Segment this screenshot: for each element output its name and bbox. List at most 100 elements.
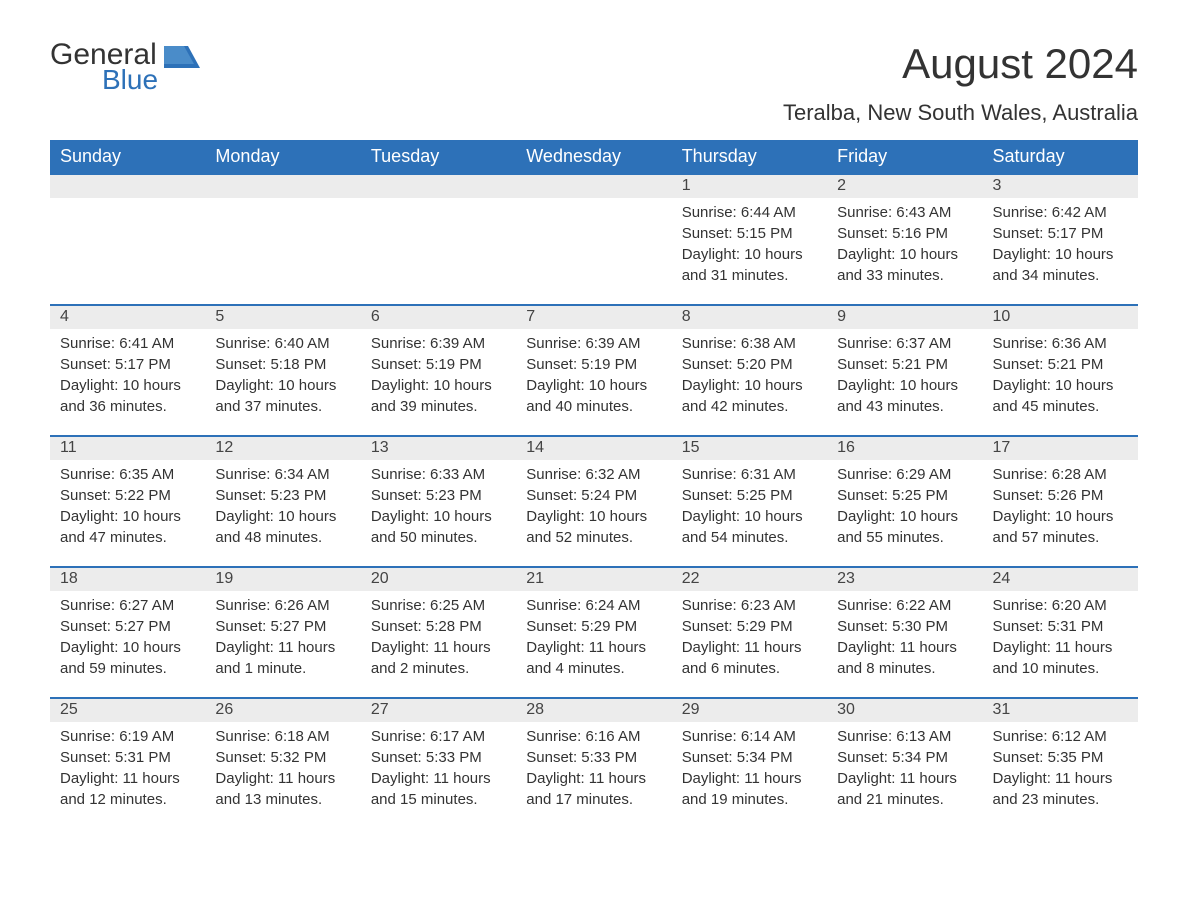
location-subtitle: Teralba, New South Wales, Australia: [50, 100, 1138, 126]
day-number-cell: 12: [205, 436, 360, 460]
daylight2-text: and 13 minutes.: [215, 789, 350, 810]
day-detail-cell: Sunrise: 6:29 AMSunset: 5:25 PMDaylight:…: [827, 460, 982, 567]
sunset-text: Sunset: 5:17 PM: [993, 223, 1128, 244]
day-number-cell: [516, 174, 671, 198]
logo-blue-text: Blue: [102, 66, 158, 94]
sunrise-text: Sunrise: 6:37 AM: [837, 333, 972, 354]
day-detail-cell: Sunrise: 6:25 AMSunset: 5:28 PMDaylight:…: [361, 591, 516, 698]
sunrise-text: Sunrise: 6:28 AM: [993, 464, 1128, 485]
daylight2-text: and 21 minutes.: [837, 789, 972, 810]
daylight1-text: Daylight: 10 hours: [60, 375, 195, 396]
daylight1-text: Daylight: 10 hours: [837, 506, 972, 527]
day-detail-cell: Sunrise: 6:13 AMSunset: 5:34 PMDaylight:…: [827, 722, 982, 828]
sunrise-text: Sunrise: 6:19 AM: [60, 726, 195, 747]
sunset-text: Sunset: 5:32 PM: [215, 747, 350, 768]
daylight2-text: and 54 minutes.: [682, 527, 817, 548]
day-detail-cell: [361, 198, 516, 305]
day-number-cell: 8: [672, 305, 827, 329]
logo-text: General Blue: [50, 40, 158, 94]
day-number-cell: 25: [50, 698, 205, 722]
daylight1-text: Daylight: 11 hours: [682, 637, 817, 658]
sunset-text: Sunset: 5:20 PM: [682, 354, 817, 375]
day-number-cell: 23: [827, 567, 982, 591]
day-number-cell: 10: [983, 305, 1138, 329]
daylight2-text: and 6 minutes.: [682, 658, 817, 679]
daylight1-text: Daylight: 11 hours: [993, 637, 1128, 658]
day-number-cell: 14: [516, 436, 671, 460]
day-detail-cell: Sunrise: 6:34 AMSunset: 5:23 PMDaylight:…: [205, 460, 360, 567]
sunset-text: Sunset: 5:27 PM: [60, 616, 195, 637]
day-detail-cell: Sunrise: 6:17 AMSunset: 5:33 PMDaylight:…: [361, 722, 516, 828]
daylight1-text: Daylight: 11 hours: [837, 637, 972, 658]
day-number-cell: 28: [516, 698, 671, 722]
day-detail-cell: Sunrise: 6:27 AMSunset: 5:27 PMDaylight:…: [50, 591, 205, 698]
daylight2-text: and 12 minutes.: [60, 789, 195, 810]
daylight1-text: Daylight: 10 hours: [837, 244, 972, 265]
daylight2-text: and 8 minutes.: [837, 658, 972, 679]
day-detail-cell: Sunrise: 6:40 AMSunset: 5:18 PMDaylight:…: [205, 329, 360, 436]
weekday-header: Tuesday: [361, 140, 516, 174]
day-detail-cell: Sunrise: 6:42 AMSunset: 5:17 PMDaylight:…: [983, 198, 1138, 305]
day-number-cell: 5: [205, 305, 360, 329]
day-detail-cell: Sunrise: 6:43 AMSunset: 5:16 PMDaylight:…: [827, 198, 982, 305]
sunrise-text: Sunrise: 6:44 AM: [682, 202, 817, 223]
detail-row: Sunrise: 6:44 AMSunset: 5:15 PMDaylight:…: [50, 198, 1138, 305]
weekday-header: Thursday: [672, 140, 827, 174]
day-number-cell: [50, 174, 205, 198]
sunrise-text: Sunrise: 6:27 AM: [60, 595, 195, 616]
day-detail-cell: Sunrise: 6:33 AMSunset: 5:23 PMDaylight:…: [361, 460, 516, 567]
sunrise-text: Sunrise: 6:22 AM: [837, 595, 972, 616]
sunset-text: Sunset: 5:28 PM: [371, 616, 506, 637]
sunset-text: Sunset: 5:31 PM: [60, 747, 195, 768]
day-detail-cell: Sunrise: 6:32 AMSunset: 5:24 PMDaylight:…: [516, 460, 671, 567]
daylight1-text: Daylight: 10 hours: [993, 244, 1128, 265]
sunset-text: Sunset: 5:17 PM: [60, 354, 195, 375]
daylight1-text: Daylight: 11 hours: [993, 768, 1128, 789]
sunset-text: Sunset: 5:23 PM: [371, 485, 506, 506]
sunrise-text: Sunrise: 6:36 AM: [993, 333, 1128, 354]
sunset-text: Sunset: 5:34 PM: [837, 747, 972, 768]
day-detail-cell: Sunrise: 6:26 AMSunset: 5:27 PMDaylight:…: [205, 591, 360, 698]
sunset-text: Sunset: 5:23 PM: [215, 485, 350, 506]
calendar-body: 123Sunrise: 6:44 AMSunset: 5:15 PMDaylig…: [50, 174, 1138, 828]
day-number-cell: 24: [983, 567, 1138, 591]
sunset-text: Sunset: 5:26 PM: [993, 485, 1128, 506]
daylight1-text: Daylight: 11 hours: [526, 637, 661, 658]
daylight2-text: and 37 minutes.: [215, 396, 350, 417]
day-number-cell: 7: [516, 305, 671, 329]
day-detail-cell: [50, 198, 205, 305]
day-detail-cell: [516, 198, 671, 305]
daylight1-text: Daylight: 10 hours: [526, 375, 661, 396]
day-number-cell: 27: [361, 698, 516, 722]
daylight1-text: Daylight: 10 hours: [371, 506, 506, 527]
day-detail-cell: Sunrise: 6:20 AMSunset: 5:31 PMDaylight:…: [983, 591, 1138, 698]
daynum-row: 18192021222324: [50, 567, 1138, 591]
day-number-cell: 1: [672, 174, 827, 198]
daylight2-text: and 43 minutes.: [837, 396, 972, 417]
day-detail-cell: Sunrise: 6:28 AMSunset: 5:26 PMDaylight:…: [983, 460, 1138, 567]
day-number-cell: 22: [672, 567, 827, 591]
day-detail-cell: Sunrise: 6:41 AMSunset: 5:17 PMDaylight:…: [50, 329, 205, 436]
sunset-text: Sunset: 5:33 PM: [526, 747, 661, 768]
daylight1-text: Daylight: 10 hours: [215, 506, 350, 527]
sunrise-text: Sunrise: 6:17 AM: [371, 726, 506, 747]
day-detail-cell: Sunrise: 6:38 AMSunset: 5:20 PMDaylight:…: [672, 329, 827, 436]
daynum-row: 123: [50, 174, 1138, 198]
day-number-cell: 21: [516, 567, 671, 591]
logo: General Blue: [50, 40, 200, 94]
detail-row: Sunrise: 6:19 AMSunset: 5:31 PM Daylight:…: [50, 722, 1138, 828]
sunset-text: Sunset: 5:25 PM: [682, 485, 817, 506]
header: General Blue August 2024: [50, 40, 1138, 94]
daylight2-text: and 47 minutes.: [60, 527, 195, 548]
sunset-text: Sunset: 5:34 PM: [682, 747, 817, 768]
day-number-cell: 26: [205, 698, 360, 722]
daylight2-text: and 50 minutes.: [371, 527, 506, 548]
day-number-cell: 16: [827, 436, 982, 460]
weekday-header: Sunday: [50, 140, 205, 174]
day-number-cell: [205, 174, 360, 198]
sunrise-text: Sunrise: 6:24 AM: [526, 595, 661, 616]
day-detail-cell: Sunrise: 6:18 AMSunset: 5:32 PMDaylight:…: [205, 722, 360, 828]
day-detail-cell: [205, 198, 360, 305]
sunrise-text: Sunrise: 6:20 AM: [993, 595, 1128, 616]
day-detail-cell: Sunrise: 6:39 AMSunset: 5:19 PMDaylight:…: [516, 329, 671, 436]
